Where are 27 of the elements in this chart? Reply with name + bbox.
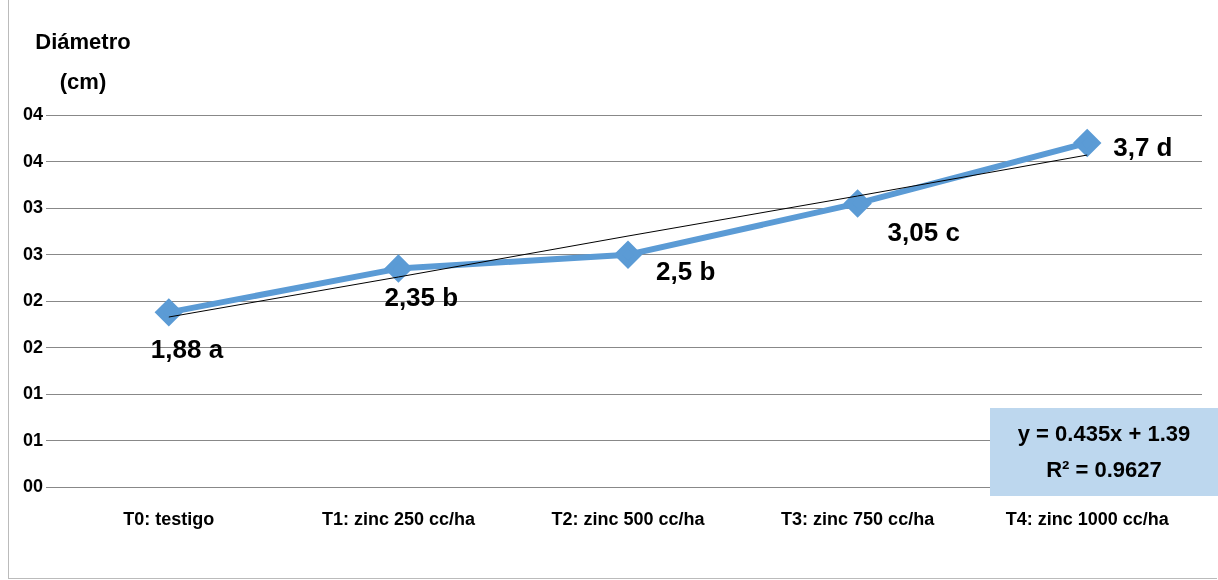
data-label: 2,5 b <box>656 255 716 286</box>
x-tick-label: T0: testigo <box>123 509 215 530</box>
y-axis-title: Diámetro (cm) <box>34 28 132 96</box>
x-tick-label: T3: zinc 750 cc/ha <box>781 509 936 530</box>
data-label: 1,88 a <box>150 333 224 364</box>
y-tick-label: 02 <box>22 336 44 357</box>
y-tick-label: 01 <box>22 383 44 404</box>
y-tick-label: 04 <box>22 103 44 124</box>
y-tick-label: 00 <box>22 476 44 497</box>
y-tick-label: 03 <box>22 243 44 264</box>
y-tick-label: 01 <box>22 429 44 450</box>
point <box>385 255 412 282</box>
annotation: y = 0.435x + 1.39 <box>1017 421 1191 446</box>
data-label: 3,05 c <box>887 216 960 247</box>
point <box>155 299 182 326</box>
annotation: R² = 0.9627 <box>1046 457 1162 482</box>
x-tick-label: T1: zinc 250 cc/ha <box>321 509 476 530</box>
y-tick-label: 03 <box>22 197 44 218</box>
data-label: 3,7 d <box>1113 132 1173 163</box>
x-tick-label: T2: zinc 500 cc/ha <box>551 509 706 530</box>
point <box>615 241 642 268</box>
data-label: 2,35 b <box>384 281 459 312</box>
point <box>844 190 871 217</box>
y-tick-label: 04 <box>22 150 44 171</box>
point <box>1074 129 1101 156</box>
x-tick-label: T4: zinc 1000 cc/ha <box>1005 509 1170 530</box>
y-tick-label: 02 <box>22 290 44 311</box>
